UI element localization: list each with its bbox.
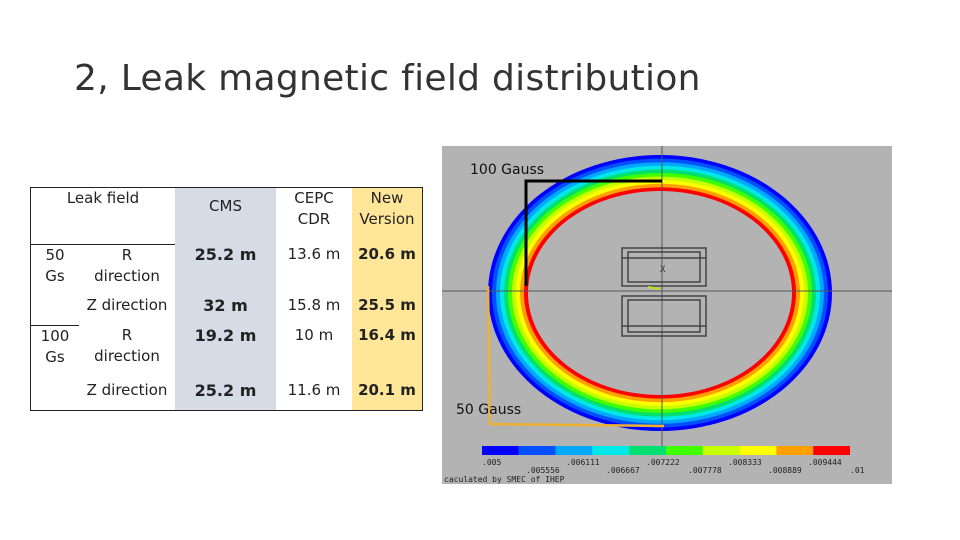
header-cepc: CEPC CDR xyxy=(276,187,352,244)
cms-value: 25.2 m xyxy=(175,379,276,411)
header-new-version: New Version xyxy=(352,187,423,244)
scale-swatch-7 xyxy=(739,446,777,455)
new-value: 20.6 m xyxy=(352,244,423,295)
header-cms: CMS xyxy=(175,187,276,244)
cepc-value: 15.8 m xyxy=(287,295,341,314)
scale-swatch-8 xyxy=(776,446,814,455)
direction-cell: Z direction xyxy=(79,379,175,411)
scale-swatch-1 xyxy=(518,446,556,455)
cms-value: 32 m xyxy=(175,294,276,325)
page-title: 2, Leak magnetic field distribution xyxy=(74,58,701,99)
scale-swatch-9 xyxy=(813,446,850,455)
scale-tick-2: .006111 xyxy=(566,458,600,467)
color-scale xyxy=(482,446,850,455)
scale-swatch-5 xyxy=(666,446,703,455)
cepc-value: 10 m xyxy=(294,326,334,344)
group-100gs: 100 Gs xyxy=(30,325,79,380)
contour-inner-region xyxy=(528,191,792,395)
label-100-gauss: 100 Gauss xyxy=(470,162,545,178)
scale-swatch-0 xyxy=(482,446,519,455)
cepc-value: 13.6 m xyxy=(287,245,341,263)
gauss50-marker-line xyxy=(486,285,665,428)
scale-tick-0: .005 xyxy=(482,458,502,467)
scale-tick-7: .008889 xyxy=(768,466,802,475)
scale-tick-3: .006667 xyxy=(606,466,640,475)
scale-tick-9: .01 xyxy=(850,466,865,475)
group-empty xyxy=(30,379,79,411)
cms-value: 25.2 m xyxy=(175,244,276,295)
field-map-figure: X 100 Gauss 50 Gauss .005 .006111 .00722… xyxy=(442,146,892,484)
direction-cell: R direction xyxy=(94,245,160,285)
leak-field-table: Leak field CMS CEPC CDR New Version 50 G… xyxy=(30,187,423,411)
header-leak-field: Leak field xyxy=(30,187,175,245)
group-empty xyxy=(30,294,79,326)
scale-swatch-3 xyxy=(592,446,630,455)
label-50-gauss: 50 Gauss xyxy=(456,402,522,418)
credit-text: caculated by SMEC of IHEP xyxy=(444,475,565,484)
group-50gs: 50 Gs xyxy=(30,244,79,295)
scale-tick-6: .008333 xyxy=(728,458,762,467)
scale-swatch-2 xyxy=(555,446,593,455)
origin-marker xyxy=(647,286,661,290)
field-contour-rings xyxy=(488,155,832,431)
gauss100-marker-line xyxy=(524,179,662,286)
direction-cell: R direction xyxy=(94,326,160,365)
axis-x-marker: X xyxy=(660,265,666,275)
new-value: 20.1 m xyxy=(352,379,423,411)
scale-tick-5: .007778 xyxy=(688,466,722,475)
new-value: 16.4 m xyxy=(352,325,423,380)
scale-tick-1: .005556 xyxy=(526,466,560,475)
direction-cell: Z direction xyxy=(86,295,168,314)
detector-outline xyxy=(621,247,707,337)
field-map-plot: X xyxy=(442,146,892,484)
cepc-value: 11.6 m xyxy=(276,379,352,411)
new-value: 25.5 m xyxy=(352,294,423,325)
scale-tick-4: .007222 xyxy=(646,458,680,467)
scale-swatch-6 xyxy=(702,446,740,455)
scale-swatch-4 xyxy=(629,446,666,455)
cms-value: 19.2 m xyxy=(175,325,276,380)
scale-tick-8: .009444 xyxy=(808,458,842,467)
